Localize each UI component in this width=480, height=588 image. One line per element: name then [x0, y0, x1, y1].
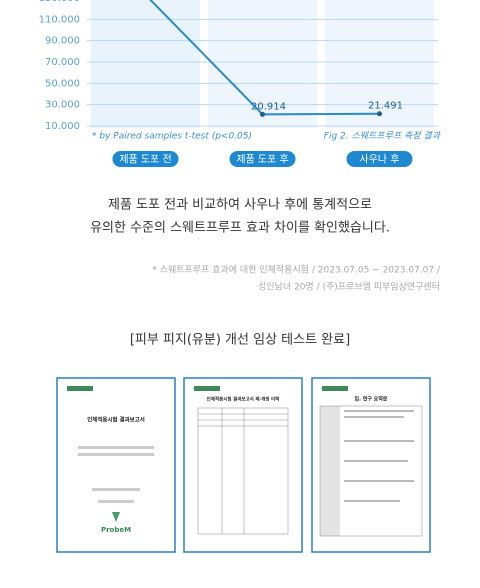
column-band [325, 0, 434, 128]
doc-title: 인체적용시험 결과보고서 [87, 416, 145, 424]
doc-line [92, 488, 140, 491]
doc-title: 인체적용시험 결과보고서 제·개정 이력 [207, 396, 280, 403]
category-pill [112, 151, 179, 167]
doc-line [344, 460, 408, 462]
doc-line [78, 453, 154, 456]
doc-line [98, 500, 134, 503]
y-tick-label: 110.000 [39, 14, 80, 25]
y-tick-label: 10.000 [45, 121, 80, 132]
doc-line [344, 440, 414, 442]
doc-logo [67, 386, 93, 391]
doc-logo [194, 386, 220, 391]
doc-line [344, 416, 404, 418]
section-title: [피부 피지(유분) 개선 임상 테스트 완료] [130, 333, 350, 348]
x-tick-label: 제품 도포 후 [236, 154, 288, 166]
description-line: 유의한 수준의 스웨트프루프 효과 차이를 확인했습니다. [90, 220, 390, 236]
data-point [377, 111, 382, 117]
doc-line [344, 500, 400, 502]
y-tick-label: 70.000 [45, 57, 80, 68]
document: 인체적용시험 결과보고서 ProbeM [56, 377, 176, 553]
doc-line [78, 446, 154, 449]
doc-frame [183, 377, 303, 553]
y-tick-label: 50.000 [45, 78, 80, 89]
category-pill [346, 151, 413, 167]
footnote-line: * 스웨트프루프 효과에 대한 인체적용시험 / 2023.07.05 ~ 20… [152, 264, 441, 276]
doc-logo [322, 386, 348, 391]
description-line: 제품 도포 전과 비교하여 사우나 후에 통계적으로 [108, 198, 372, 213]
footnote-line: 성인남녀 20명 / (주)프로브엠 피부임상연구센터 [258, 281, 440, 293]
document: 임. 연구 요약문 [311, 377, 431, 553]
note-left: * by Paired samples t-test (p<0.05) [92, 132, 252, 142]
note-right: Fig 2. 스웨트프루프 측정 결과 [324, 131, 441, 142]
document: 인체적용시험 결과보고서 제·개정 이력 [183, 377, 303, 553]
doc-frame [56, 377, 176, 553]
y-tick-label: 130.000 [39, 0, 80, 4]
y-tick-label: 30.000 [45, 100, 80, 111]
doc-brand: ProbeM [101, 526, 131, 534]
y-tick-label: 90.000 [45, 36, 80, 47]
value-label: 20.914 [251, 101, 286, 112]
column-band [91, 0, 200, 128]
data-point [260, 111, 265, 117]
doc-title: 임. 연구 요약문 [355, 396, 388, 403]
category-pill [229, 151, 296, 167]
brand-icon [112, 512, 120, 522]
x-tick-label: 제품 도포 전 [119, 154, 171, 166]
column-band [208, 0, 317, 128]
doc-column [320, 406, 340, 536]
doc-line [344, 410, 414, 412]
doc-table [197, 407, 289, 535]
doc-line [344, 480, 414, 482]
x-tick-label: 사우나 후 [360, 154, 400, 166]
value-label: 21.491 [368, 101, 403, 112]
doc-table [319, 405, 423, 537]
